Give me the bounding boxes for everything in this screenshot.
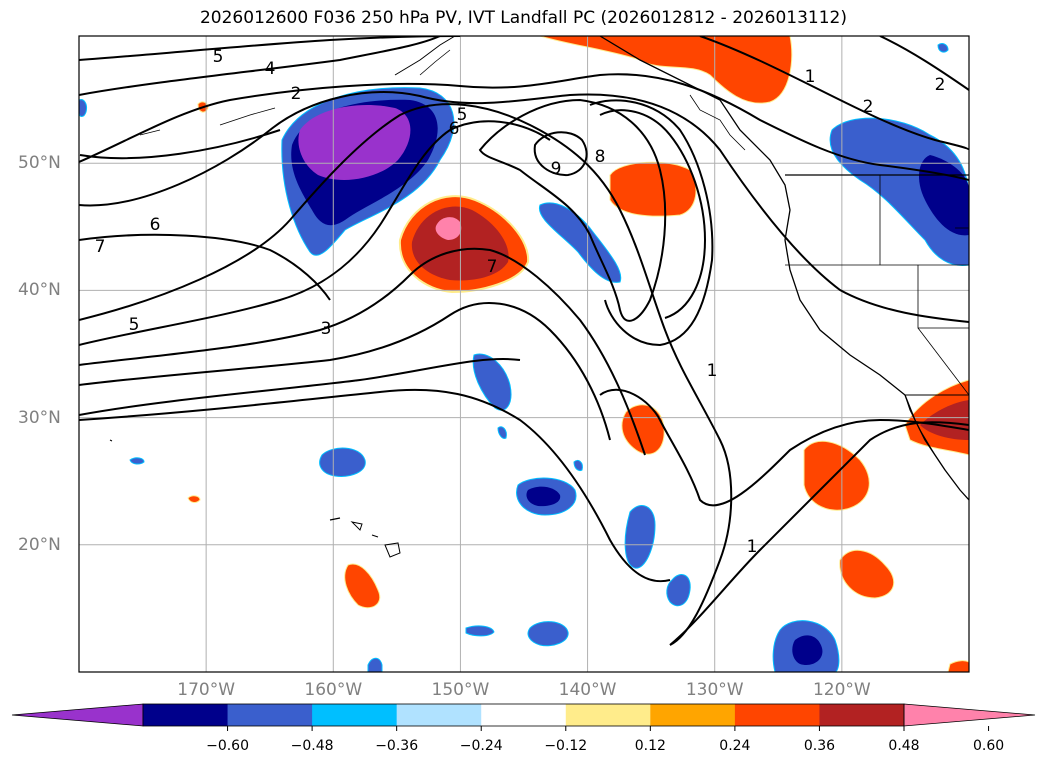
longitude-label: 140°W	[558, 680, 617, 700]
colorbar-segment	[227, 704, 313, 726]
contour-labels: 5 4 2 5 6 6 7 5 3 7 9 8 1 1 1 2 2	[95, 47, 946, 557]
contour-label: 4	[265, 59, 276, 79]
colorbar-tick-label: 0.36	[803, 738, 836, 754]
colorbar-tick-label: −0.12	[544, 738, 588, 754]
colorbar-segment	[819, 704, 905, 726]
longitude-label: 150°W	[431, 680, 490, 700]
colorbar-segment	[650, 704, 736, 726]
colorbar-tick-label: −0.48	[290, 738, 334, 754]
map-frame	[78, 35, 970, 673]
chart-title: 2026012600 F036 250 hPa PV, IVT Landfall…	[199, 8, 847, 28]
contour-label: 7	[487, 257, 498, 277]
colorbar-tick-label: −0.24	[459, 738, 503, 754]
contour-label: 9	[551, 159, 562, 179]
colorbar-tick-label: 0.48	[888, 738, 920, 754]
latitude-label: 30°N	[18, 407, 61, 428]
colorbar-segment	[143, 704, 229, 726]
colorbar	[11, 703, 1036, 731]
colorbar-extend-high	[903, 703, 1036, 727]
contour-label: 2	[863, 97, 874, 117]
longitude-label: 120°W	[812, 680, 871, 700]
contour-label: 5	[129, 315, 140, 335]
contour-label: 8	[595, 147, 606, 167]
longitude-label: 170°W	[177, 680, 236, 700]
contour-label: 3	[321, 319, 332, 339]
pv-contours	[79, 36, 969, 646]
colorbar-segment	[396, 704, 482, 726]
colorbar-tick-label: 0.60	[972, 738, 1005, 754]
colorbar-segment	[481, 704, 567, 726]
contour-label: 5	[213, 47, 224, 67]
contour-label: 5	[457, 105, 468, 125]
contour-label: 1	[747, 537, 758, 557]
colorbar-segment	[565, 704, 651, 726]
longitude-label: 160°W	[304, 680, 363, 700]
coastlines	[109, 36, 969, 558]
longitude-label: 130°W	[685, 680, 744, 700]
graticule	[79, 36, 969, 672]
latitude-label: 40°N	[18, 280, 61, 301]
colorbar-frame	[142, 703, 905, 727]
contour-label: 1	[707, 361, 718, 381]
contour-label: 2	[291, 84, 302, 104]
contour-label: 1	[805, 67, 816, 87]
contour-label: 7	[95, 237, 106, 257]
contour-label: 6	[449, 119, 460, 139]
colorbar-tick-label: −0.36	[375, 738, 419, 754]
contour-label: 6	[150, 215, 161, 235]
colorbar-extend-low	[11, 703, 144, 727]
colorbar-tick-label: 0.12	[634, 738, 666, 754]
latitude-label: 50°N	[18, 153, 61, 174]
colorbar-tick-label: −0.60	[206, 738, 249, 754]
map-background	[79, 36, 969, 672]
colorbar-tick-label: 0.24	[719, 738, 751, 754]
latitude-label: 20°N	[18, 534, 61, 555]
colorbar-segment	[734, 704, 820, 726]
contour-label: 2	[935, 75, 946, 95]
colorbar-segment	[312, 704, 398, 726]
